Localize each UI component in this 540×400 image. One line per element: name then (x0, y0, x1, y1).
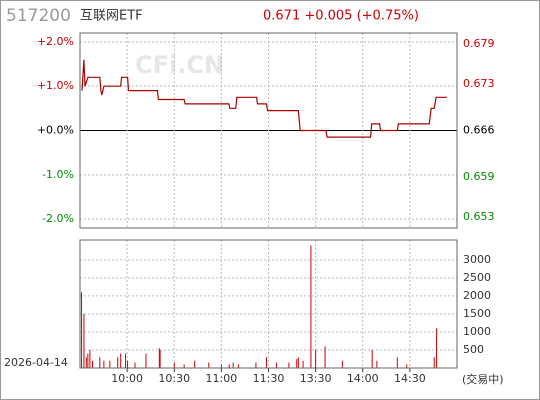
x-tick-label: 10:30 (158, 372, 190, 385)
y-tick-label: -1.0% (42, 168, 74, 181)
date-label: 2026-04-14 (4, 356, 68, 369)
x-tick-label: 11:00 (206, 372, 238, 385)
y2-tick-label: 0.659 (463, 170, 495, 183)
y2-tick-label: 0.653 (463, 210, 495, 223)
y-tick-label: 1000 (463, 325, 491, 338)
x-tick-label: 10:00 (111, 372, 143, 385)
y-tick-label: +1.0% (37, 79, 74, 92)
y-tick-label: 500 (463, 343, 484, 356)
x-tick-label: 13:30 (300, 372, 332, 385)
y-tick-label: 2000 (463, 289, 491, 302)
plot-frame (79, 32, 458, 229)
stock-code: 517200 (6, 6, 71, 26)
status: (交易中) (462, 372, 504, 386)
x-tick-label: 14:30 (394, 372, 426, 385)
y2-tick-label: 0.673 (463, 77, 495, 90)
y-tick-label: +0.0% (37, 124, 74, 137)
plot-frame (79, 239, 458, 369)
y-tick-label: 3000 (463, 253, 491, 266)
quote: 0.671 +0.005 (+0.75%) (263, 9, 419, 24)
y2-tick-label: 0.679 (463, 37, 495, 50)
y-tick-label: 2500 (463, 271, 491, 284)
watermark: CFi.CN (135, 51, 224, 79)
y-tick-label: -2.0% (42, 212, 74, 225)
y-tick-label: +2.0% (37, 35, 74, 48)
x-tick-label: 11:30 (253, 372, 285, 385)
y2-tick-label: 0.666 (463, 124, 495, 137)
stock-name: 互联网ETF (80, 9, 143, 24)
y-tick-label: 1500 (463, 307, 491, 320)
x-tick-label: 14:00 (347, 372, 379, 385)
price-line (81, 59, 448, 138)
